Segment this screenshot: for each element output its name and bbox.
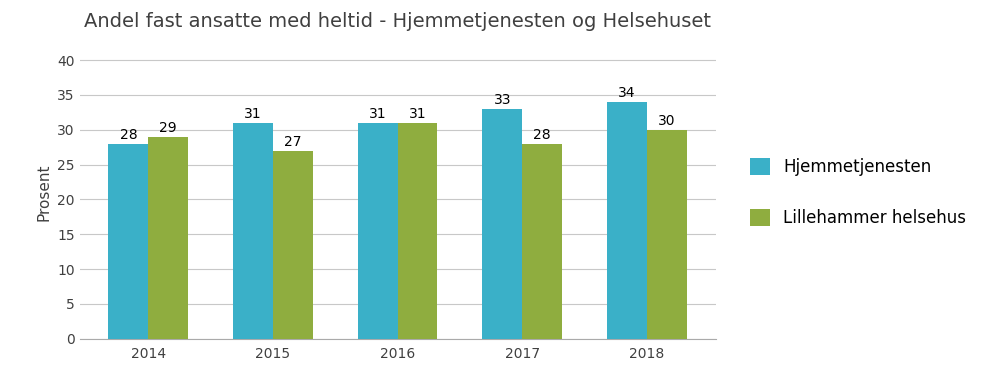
Text: 28: 28 (534, 128, 551, 142)
Text: 31: 31 (409, 107, 426, 121)
Bar (482, 109, 522, 339)
Bar (273, 151, 313, 339)
Bar (647, 130, 687, 339)
Text: 29: 29 (159, 121, 177, 135)
Text: 31: 31 (245, 107, 261, 121)
Bar (148, 137, 188, 339)
Bar (233, 123, 273, 339)
Text: 34: 34 (618, 86, 636, 100)
Y-axis label: Prosent: Prosent (37, 164, 52, 221)
Bar (358, 123, 398, 339)
Text: 33: 33 (494, 93, 511, 107)
Bar (522, 144, 563, 339)
Text: 30: 30 (658, 114, 676, 128)
Bar (607, 102, 647, 339)
Bar (398, 123, 437, 339)
Text: 28: 28 (119, 128, 137, 142)
Title: Andel fast ansatte med heltid - Hjemmetjenesten og Helsehuset: Andel fast ansatte med heltid - Hjemmetj… (84, 12, 711, 31)
Bar (108, 144, 148, 339)
Legend: Hjemmetjenesten, Lillehammer helsehus: Hjemmetjenesten, Lillehammer helsehus (744, 151, 973, 234)
Text: 27: 27 (284, 135, 301, 149)
Text: 31: 31 (369, 107, 387, 121)
